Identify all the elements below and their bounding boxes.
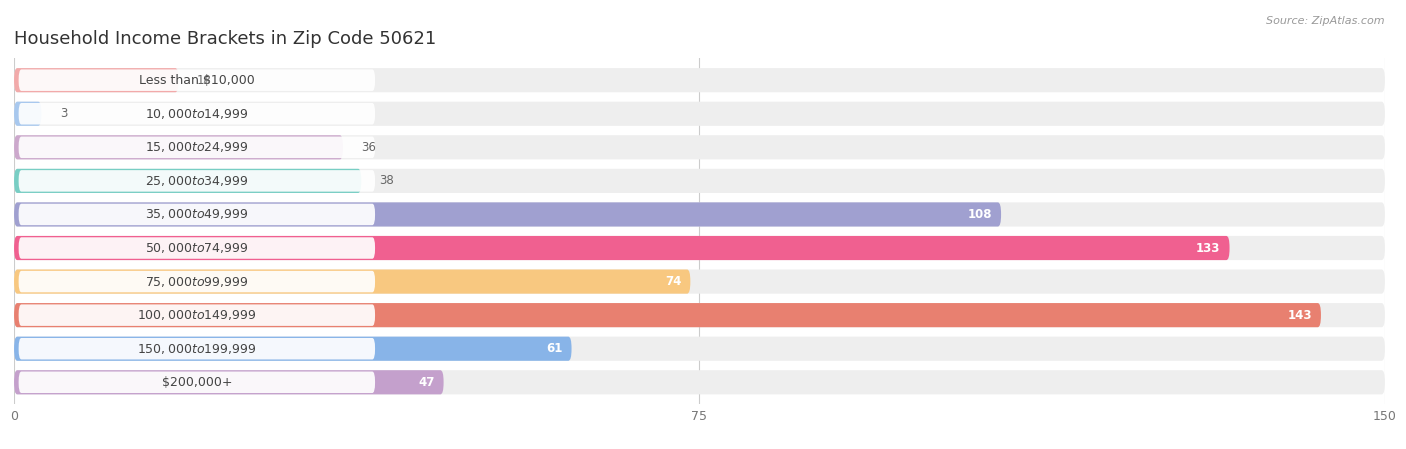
Text: $200,000+: $200,000+ (162, 376, 232, 389)
FancyBboxPatch shape (14, 370, 1385, 394)
FancyBboxPatch shape (14, 303, 1385, 327)
FancyBboxPatch shape (14, 202, 1001, 227)
FancyBboxPatch shape (18, 237, 375, 259)
FancyBboxPatch shape (14, 68, 1385, 92)
FancyBboxPatch shape (14, 337, 571, 361)
FancyBboxPatch shape (14, 135, 1385, 159)
Text: 74: 74 (665, 275, 682, 288)
FancyBboxPatch shape (14, 169, 1385, 193)
Text: 36: 36 (361, 141, 377, 154)
FancyBboxPatch shape (18, 70, 375, 91)
Text: $10,000 to $14,999: $10,000 to $14,999 (145, 107, 249, 121)
FancyBboxPatch shape (14, 101, 1385, 126)
FancyBboxPatch shape (14, 202, 1385, 227)
FancyBboxPatch shape (14, 303, 1322, 327)
Text: Source: ZipAtlas.com: Source: ZipAtlas.com (1267, 16, 1385, 26)
Text: $50,000 to $74,999: $50,000 to $74,999 (145, 241, 249, 255)
FancyBboxPatch shape (14, 236, 1229, 260)
Text: 133: 133 (1197, 242, 1220, 255)
Text: Household Income Brackets in Zip Code 50621: Household Income Brackets in Zip Code 50… (14, 31, 436, 48)
FancyBboxPatch shape (18, 136, 375, 158)
Text: 143: 143 (1288, 308, 1312, 321)
Text: $15,000 to $24,999: $15,000 to $24,999 (145, 141, 249, 154)
Text: 18: 18 (197, 74, 212, 87)
FancyBboxPatch shape (18, 271, 375, 292)
Text: 108: 108 (967, 208, 993, 221)
FancyBboxPatch shape (14, 236, 1385, 260)
FancyBboxPatch shape (18, 204, 375, 225)
FancyBboxPatch shape (14, 269, 690, 294)
Text: $75,000 to $99,999: $75,000 to $99,999 (145, 275, 249, 289)
Text: Less than $10,000: Less than $10,000 (139, 74, 254, 87)
FancyBboxPatch shape (18, 170, 375, 192)
FancyBboxPatch shape (18, 371, 375, 393)
Text: 3: 3 (60, 107, 67, 120)
Text: 38: 38 (380, 174, 394, 187)
FancyBboxPatch shape (14, 169, 361, 193)
FancyBboxPatch shape (14, 269, 1385, 294)
Text: $100,000 to $149,999: $100,000 to $149,999 (138, 308, 256, 322)
FancyBboxPatch shape (18, 103, 375, 124)
Text: 47: 47 (418, 376, 434, 389)
Text: $150,000 to $199,999: $150,000 to $199,999 (138, 342, 256, 356)
FancyBboxPatch shape (18, 304, 375, 326)
Text: $35,000 to $49,999: $35,000 to $49,999 (145, 207, 249, 221)
FancyBboxPatch shape (14, 370, 444, 394)
FancyBboxPatch shape (14, 68, 179, 92)
FancyBboxPatch shape (14, 337, 1385, 361)
Text: 61: 61 (546, 342, 562, 355)
Text: $25,000 to $34,999: $25,000 to $34,999 (145, 174, 249, 188)
FancyBboxPatch shape (14, 135, 343, 159)
FancyBboxPatch shape (14, 101, 42, 126)
FancyBboxPatch shape (18, 338, 375, 360)
